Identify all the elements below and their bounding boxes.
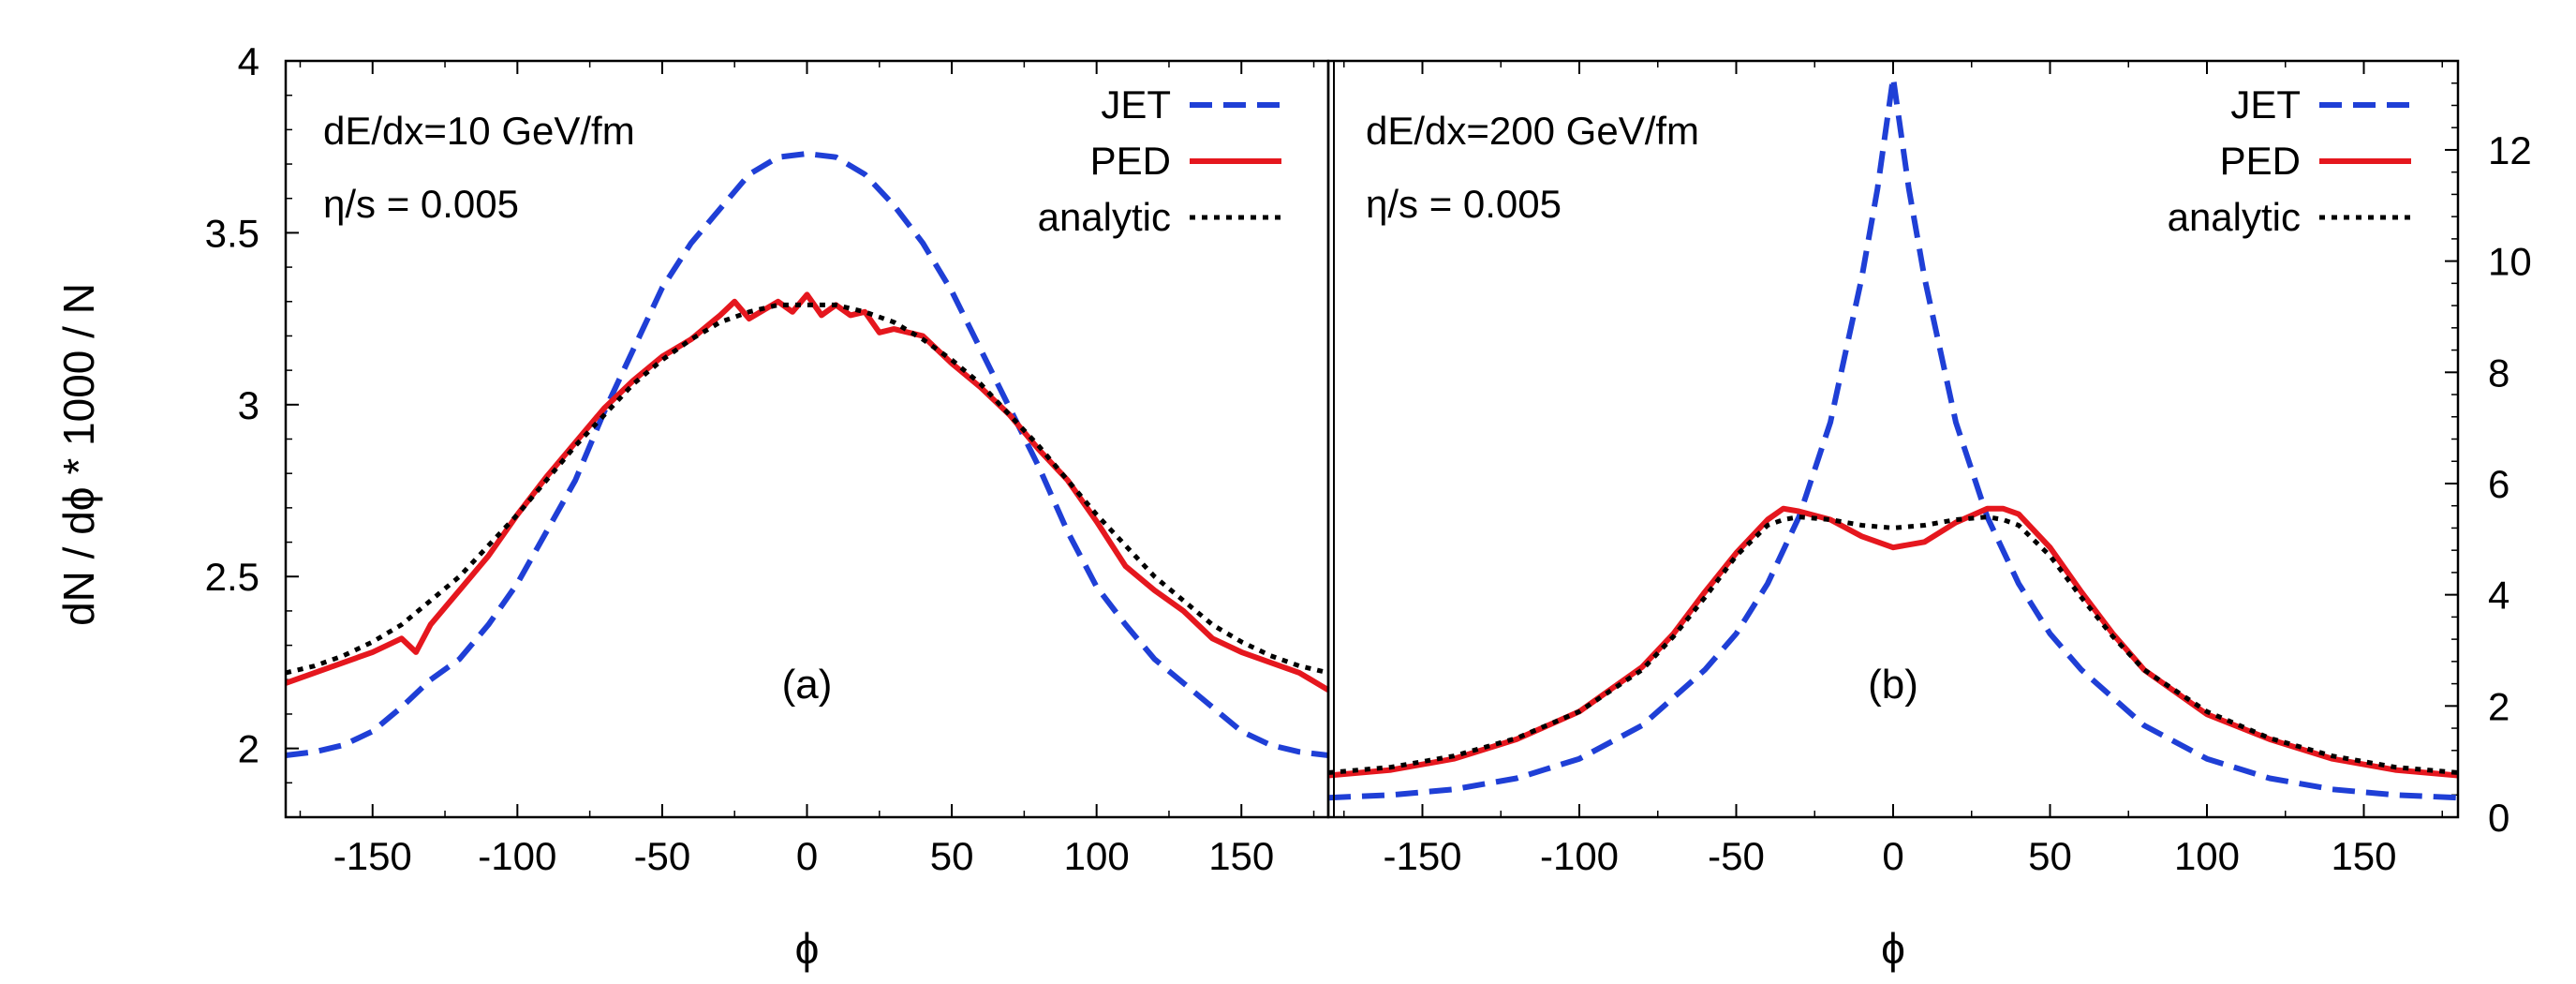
- y-tick-label-a: 3.5: [205, 211, 259, 255]
- y-tick-label-a: 4: [238, 39, 259, 83]
- annotation-1-a: dE/dx=10 GeV/fm: [323, 109, 635, 153]
- x-tick-label-b: -150: [1383, 834, 1461, 878]
- legend-label-ped-b: PED: [2220, 139, 2301, 183]
- legend-label-jet-b: JET: [2230, 82, 2301, 127]
- x-tick-label-a: 50: [930, 834, 974, 878]
- x-tick-label-a: -150: [333, 834, 412, 878]
- y-tick-label-a: 2.5: [205, 555, 259, 599]
- x-tick-label-a: 0: [796, 834, 818, 878]
- y-tick-label-b: 12: [2488, 128, 2532, 172]
- y-axis-title: dN / dϕ * 1000 / N: [54, 283, 103, 626]
- series-ped-line-a: [284, 291, 1330, 693]
- legend-label-ped-a: PED: [1090, 139, 1171, 183]
- series-jet-line-a: [285, 151, 1329, 758]
- x-tick-label-a: 100: [1064, 834, 1130, 878]
- x-axis-title-a: ϕ: [795, 924, 820, 973]
- x-tick-label-a: -100: [478, 834, 556, 878]
- panel-label-a: (a): [782, 662, 833, 708]
- y-tick-label-b: 6: [2488, 462, 2509, 506]
- y-tick-label-b: 4: [2488, 574, 2509, 618]
- panel-b: -150 -100 -50 0 50 100 150 0 2 4 6 8 10 12 JET PED analy…: [1326, 59, 2532, 973]
- y-tick-label-b: 10: [2488, 240, 2532, 284]
- y-tick-label-a: 3: [238, 383, 259, 427]
- series-analytic-line-a: [285, 302, 1329, 676]
- x-tick-label-b: 150: [2331, 834, 2396, 878]
- legend-label-analytic-b: analytic: [2168, 195, 2301, 239]
- y-tick-label-a: 2: [238, 727, 259, 771]
- legend-label-analytic-a: analytic: [1038, 195, 1171, 239]
- legend-label-jet-a: JET: [1101, 82, 1171, 127]
- panel-a: -150 -100 -50 0 50 100 150 2 2.5 3 3.5 4 JET PED analy…: [205, 39, 1330, 973]
- series-analytic-line-b: [1327, 514, 2459, 775]
- x-axis-title-b: ϕ: [1881, 924, 1905, 973]
- annotation-2-a: η/s = 0.005: [323, 182, 519, 226]
- x-tick-label-b: 100: [2174, 834, 2240, 878]
- x-tick-label-b: -50: [1708, 834, 1765, 878]
- y-tick-label-b: 8: [2488, 350, 2509, 395]
- x-tick-label-b: 50: [2028, 834, 2072, 878]
- series-jet-line-b: [1327, 74, 2459, 801]
- annotation-2-b: η/s = 0.005: [1366, 182, 1562, 226]
- panel-label-b: (b): [1868, 662, 1918, 708]
- annotation-1-b: dE/dx=200 GeV/fm: [1366, 109, 1699, 153]
- x-tick-label-b: -100: [1540, 834, 1619, 878]
- x-tick-label-a: 150: [1208, 834, 1274, 878]
- y-tick-label-b: 0: [2488, 796, 2509, 840]
- x-tick-label-a: -50: [634, 834, 691, 878]
- x-tick-label-b: 0: [1882, 834, 1903, 878]
- plot-frame-b: [1326, 59, 2460, 819]
- y-tick-label-b: 2: [2488, 684, 2509, 728]
